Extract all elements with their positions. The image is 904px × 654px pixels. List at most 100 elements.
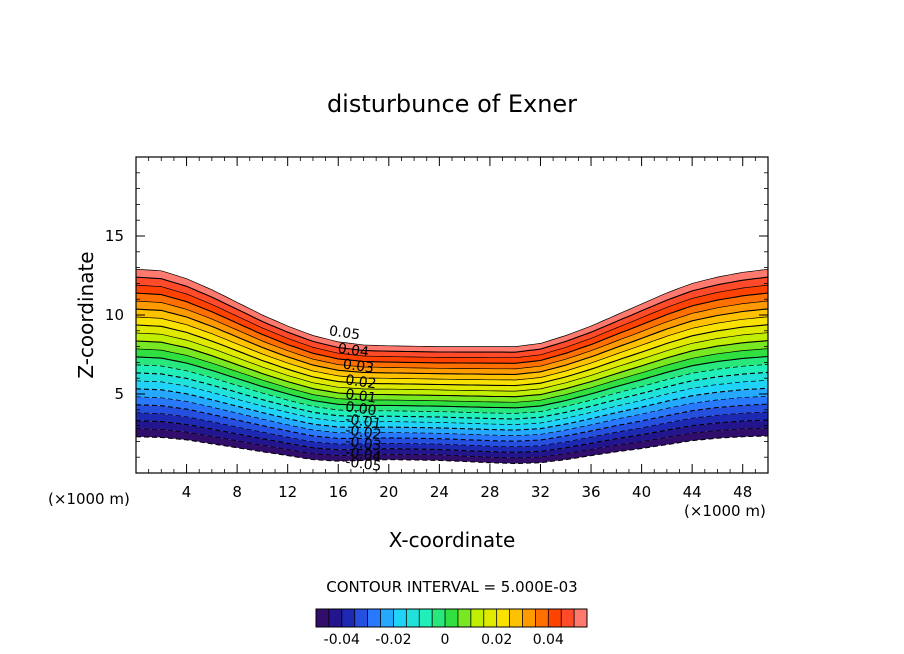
contour-label: 0.02	[344, 372, 377, 392]
colorbar-cell	[470, 609, 485, 627]
x-tick-label: 8	[232, 483, 242, 501]
colorbar-tick-label: 0.02	[481, 632, 512, 648]
colorbar-cell	[367, 609, 381, 627]
contour-line	[136, 403, 768, 442]
contour-lines	[136, 268, 768, 465]
contour-line	[136, 435, 768, 465]
colorbar-cell	[328, 609, 343, 627]
contour-label: -0.02	[344, 422, 382, 443]
contour-line	[136, 340, 768, 398]
y-tick-label: 5	[114, 385, 124, 403]
colorbar-cell	[419, 609, 433, 627]
x-unit-label: (×1000 m)	[684, 502, 766, 520]
contour-line	[136, 292, 768, 364]
colorbar-cell	[393, 609, 407, 627]
contour-line	[136, 308, 768, 375]
x-tick-label: 40	[632, 483, 651, 501]
colorbar	[315, 608, 588, 628]
contour-labels: 0.050.040.030.020.010.00-0.01-0.02-0.03-…	[328, 323, 383, 475]
contour-band	[136, 427, 768, 464]
contour-label: -0.05	[344, 454, 382, 475]
colorbar-cell	[483, 609, 498, 627]
contour-label: 0.00	[344, 399, 377, 419]
contour-band	[136, 316, 768, 386]
contour-line	[136, 332, 768, 392]
contour-label: -0.03	[344, 434, 382, 455]
contour-line	[136, 324, 768, 387]
contour-line	[136, 276, 768, 353]
colorbar-cell	[548, 609, 562, 627]
contour-band	[136, 348, 768, 408]
contour-line	[136, 300, 768, 370]
contour-label: -0.04	[344, 445, 382, 466]
colorbar-cell	[445, 609, 459, 627]
colorbar-tick-label: 0	[441, 632, 450, 648]
contour-band	[136, 269, 768, 353]
contour-band	[136, 332, 768, 397]
colorbar-tick-label: 0.04	[533, 632, 564, 648]
contour-line	[136, 371, 768, 420]
contour-interval-text: CONTOUR INTERVAL = 5.000E-03	[326, 578, 577, 596]
colorbar-tick-label: -0.02	[375, 632, 411, 648]
contour-band	[136, 340, 768, 403]
contour-line	[136, 268, 768, 347]
contour-line	[136, 419, 768, 453]
contour-band	[136, 293, 768, 369]
x-tick-label: 4	[182, 483, 192, 501]
colorbar-cell	[406, 609, 420, 627]
colorbar-cell	[354, 609, 368, 627]
contour-band	[136, 356, 768, 414]
colorbar-cell	[380, 609, 394, 627]
x-tick-label: 28	[480, 483, 499, 501]
contour-label: 0.01	[344, 386, 377, 406]
contour-line	[136, 348, 768, 403]
colorbar-cell	[432, 609, 446, 627]
contour-line	[136, 316, 768, 381]
contour-line	[136, 411, 768, 448]
x-tick-label: 16	[329, 483, 348, 501]
colorbar-cell	[316, 609, 330, 627]
contour-band	[136, 404, 768, 447]
colorbar-cell	[522, 609, 536, 627]
contour-line	[136, 427, 768, 459]
contour-field	[136, 269, 768, 464]
contour-band	[136, 285, 768, 364]
colorbar-tick-labels: -0.04 -0.02 0 0.02 0.04	[324, 632, 564, 648]
contour-label: 0.04	[337, 341, 370, 361]
contour-line	[136, 355, 768, 409]
colorbar-cell	[458, 609, 472, 627]
x-tick-label: 44	[683, 483, 702, 501]
y-tick-label: 10	[105, 306, 124, 324]
x-tick-label: 24	[430, 483, 449, 501]
contour-band	[136, 372, 768, 425]
contour-label: 0.05	[328, 323, 361, 343]
colorbar-cell	[496, 609, 510, 627]
x-axis: 4 8 12 16 20 24 28 32 36 40 44 48	[148, 157, 756, 501]
contour-label: 0.03	[342, 356, 375, 376]
y-tick-label: 15	[105, 227, 124, 245]
contour-band	[136, 420, 768, 458]
x-tick-label: 20	[379, 483, 398, 501]
y-axis-label: Z-coordinate	[74, 251, 98, 378]
contour-line	[136, 379, 768, 425]
y-axis: 5 10 15	[105, 172, 768, 458]
colorbar-cell	[561, 609, 575, 627]
contour-label: -0.01	[344, 411, 382, 432]
contour-band	[136, 308, 768, 380]
contour-line	[136, 395, 768, 437]
x-axis-label: X-coordinate	[389, 528, 516, 552]
contour-band	[136, 324, 768, 392]
colorbar-cell	[574, 609, 588, 627]
x-tick-label: 12	[278, 483, 297, 501]
x-tick-label: 36	[581, 483, 600, 501]
colorbar-cell	[535, 609, 549, 627]
contour-line	[136, 364, 768, 414]
colorbar-cell	[341, 609, 356, 627]
x-tick-label: 32	[531, 483, 550, 501]
contour-band	[136, 388, 768, 436]
contour-band	[136, 277, 768, 358]
contour-line	[136, 284, 768, 359]
colorbar-cell	[509, 609, 523, 627]
x-tick-label: 48	[733, 483, 752, 501]
